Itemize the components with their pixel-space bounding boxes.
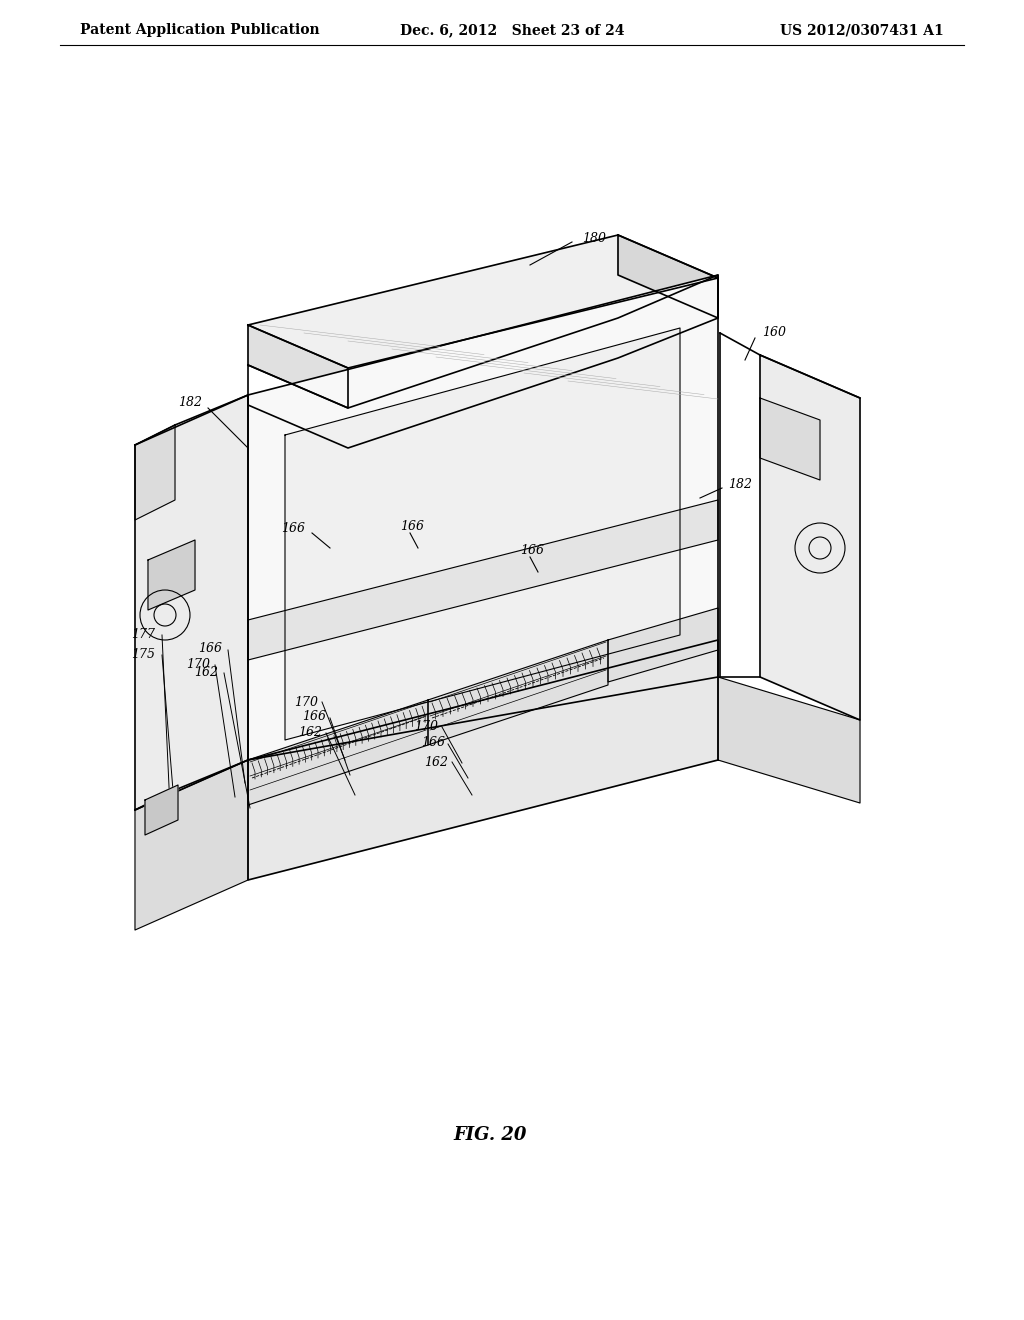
Text: 166: 166: [421, 737, 445, 750]
Text: 175: 175: [131, 648, 155, 661]
Text: 166: 166: [281, 521, 305, 535]
Text: 166: 166: [400, 520, 424, 532]
Polygon shape: [248, 275, 718, 760]
Polygon shape: [148, 540, 195, 610]
Text: 162: 162: [194, 665, 218, 678]
Polygon shape: [618, 235, 718, 318]
Polygon shape: [135, 425, 175, 520]
Text: 166: 166: [198, 642, 222, 655]
Polygon shape: [760, 355, 860, 719]
Polygon shape: [760, 399, 820, 480]
Polygon shape: [248, 235, 718, 368]
Text: FIG. 20: FIG. 20: [454, 1126, 526, 1144]
Text: 166: 166: [520, 544, 544, 557]
Text: US 2012/0307431 A1: US 2012/0307431 A1: [780, 22, 944, 37]
Polygon shape: [428, 640, 608, 744]
Polygon shape: [135, 760, 248, 931]
Text: 177: 177: [131, 628, 155, 642]
Polygon shape: [608, 609, 718, 682]
Text: Patent Application Publication: Patent Application Publication: [80, 22, 319, 37]
Text: 182: 182: [728, 478, 752, 491]
Polygon shape: [145, 785, 178, 836]
Polygon shape: [248, 700, 428, 805]
Text: 162: 162: [424, 755, 449, 768]
Text: 162: 162: [298, 726, 322, 738]
Polygon shape: [135, 395, 248, 810]
Polygon shape: [248, 640, 718, 880]
Text: Dec. 6, 2012   Sheet 23 of 24: Dec. 6, 2012 Sheet 23 of 24: [399, 22, 625, 37]
Text: 182: 182: [178, 396, 202, 408]
Text: 180: 180: [582, 231, 606, 244]
Polygon shape: [718, 677, 860, 803]
Text: 170: 170: [414, 721, 438, 734]
Text: 170: 170: [294, 696, 318, 709]
Text: 166: 166: [302, 710, 326, 722]
Polygon shape: [285, 327, 680, 741]
Text: 170: 170: [186, 659, 210, 672]
Polygon shape: [248, 500, 718, 660]
Polygon shape: [248, 325, 348, 408]
Text: 160: 160: [762, 326, 786, 338]
